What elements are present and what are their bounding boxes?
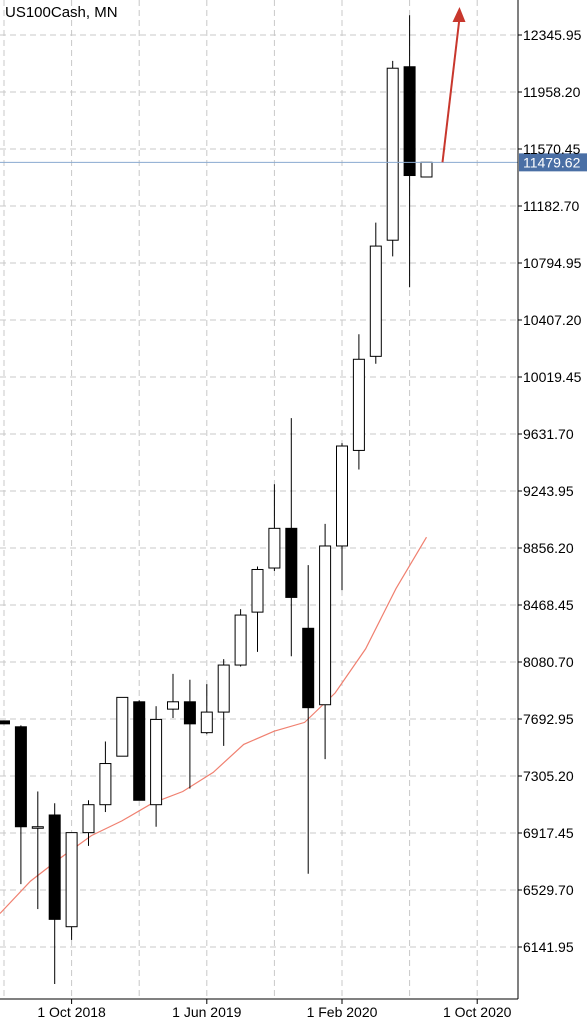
y-tick-label: 7305.20 [523,768,574,784]
chart-title: US100Cash, MN [5,4,118,21]
candle-body [386,67,399,241]
candle-body [31,826,44,829]
candle-body [167,701,179,710]
current-price-layer: 11479.62 [0,7,587,172]
candle-body [369,245,382,357]
candle-body [420,161,433,178]
candle-body [200,711,213,734]
candle-body [183,701,196,725]
candle-body [285,527,298,598]
x-tick-label: 1 Jun 2019 [172,1004,241,1020]
y-tick-label: 9243.95 [523,483,574,499]
y-tick-label: 10794.95 [523,255,582,271]
candle-body [65,832,78,928]
candle-body [217,664,230,713]
candle-body [268,527,281,569]
candle-body [319,545,332,706]
y-tick-label: 10019.45 [523,369,582,385]
annotation-arrow-shaft [441,17,461,163]
candle-body [0,720,10,725]
current-price-label: 11479.62 [523,154,581,170]
candle-body [48,814,61,920]
candle-body [116,696,129,757]
y-tick-label: 8080.70 [523,654,574,670]
y-tick-label: 7692.95 [523,711,574,727]
y-tick-label: 11182.70 [523,198,580,214]
y-tick-label: 8468.45 [523,597,574,613]
y-tick-label: 12345.95 [523,27,582,43]
candle-body [302,627,315,709]
candle-body [251,568,264,613]
y-tick-label: 6141.95 [523,939,574,955]
candles-layer [0,15,433,985]
x-tick-label: 1 Oct 2018 [37,1004,106,1020]
candle-body [352,358,365,451]
x-tick-label: 1 Feb 2020 [307,1004,378,1020]
candle-body [150,718,163,806]
moving-average-layer [0,536,428,914]
y-tick-label: 10407.20 [523,312,582,328]
candle-body [336,445,348,547]
candle-body [99,763,112,806]
y-tick-label: 9631.70 [523,426,574,442]
x-tick-label: 1 Oct 2020 [443,1004,512,1020]
annotation-arrow-head [452,7,466,22]
candle-body [403,66,416,177]
y-tick-label: 8856.20 [523,540,574,556]
current-price-label-bg [519,153,587,172]
y-tick-label: 6529.70 [523,882,574,898]
y-tick-label: 11958.20 [523,84,581,100]
candle-body [82,804,95,834]
moving-average-line [0,536,428,914]
y-tick-label: 11570.45 [523,141,581,157]
grid-layer [0,0,518,999]
candle-body [234,614,247,666]
candle-body [133,701,146,801]
y-tick-label: 6917.45 [523,825,574,841]
candle-body [14,726,27,828]
